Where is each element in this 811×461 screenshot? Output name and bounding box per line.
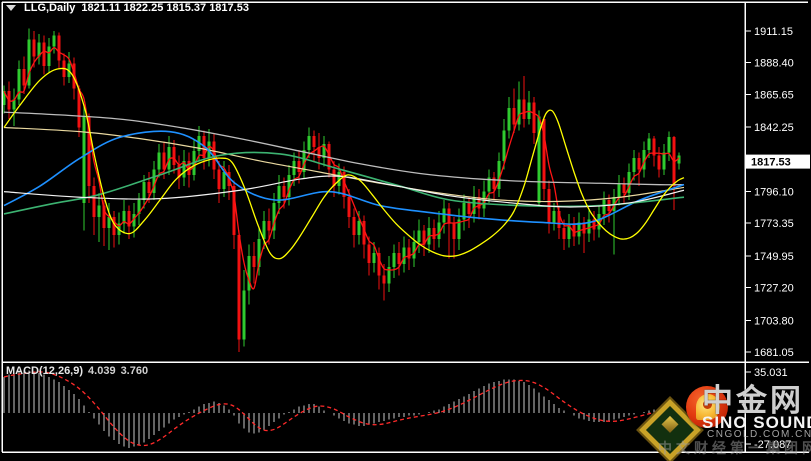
macd-main-value: 4.039 xyxy=(88,365,116,377)
ma-yellow xyxy=(3,67,685,260)
symbol-timeframe-label: LLG,Daily xyxy=(24,2,76,14)
svg-text:1817.53: 1817.53 xyxy=(751,157,791,169)
svg-text:1888.40: 1888.40 xyxy=(754,58,794,70)
macd-signal-value: 3.760 xyxy=(120,365,149,377)
macd-name: MACD(12,26,9) xyxy=(6,365,84,377)
svg-text:1681.05: 1681.05 xyxy=(754,347,794,359)
svg-text:35.031: 35.031 xyxy=(754,367,788,379)
ma-slow-gray xyxy=(3,111,685,186)
price-axis[interactable]: 1911.15 1888.40 1865.65 1842.25 1796.10 1773.… xyxy=(746,26,794,359)
macd-axis[interactable]: 35.031 -27.087 xyxy=(746,367,791,451)
ohlc-readout: 1821.11 1822.25 1815.37 1817.53 xyxy=(81,2,249,14)
svg-text:-27.087: -27.087 xyxy=(754,439,791,451)
svg-text:1749.95: 1749.95 xyxy=(754,251,794,263)
svg-text:1796.10: 1796.10 xyxy=(754,187,794,199)
macd-indicator-label: MACD(12,26,9) 4.039 3.760 xyxy=(6,365,148,377)
svg-text:1773.35: 1773.35 xyxy=(754,218,794,230)
svg-text:1727.20: 1727.20 xyxy=(754,283,794,295)
svg-text:1703.80: 1703.80 xyxy=(754,315,794,327)
macd-histogram-layer xyxy=(3,370,680,448)
ma-blue xyxy=(3,130,685,225)
svg-text:1865.65: 1865.65 xyxy=(754,89,794,101)
svg-text:1842.25: 1842.25 xyxy=(754,122,794,134)
chart-title: LLG,Daily 1821.11 1822.25 1815.37 1817.5… xyxy=(6,2,249,14)
symbol-dropdown-icon[interactable] xyxy=(6,5,16,11)
ma-white xyxy=(3,175,685,208)
ma-fast-red xyxy=(3,46,680,290)
current-price-tag: 1817.53 xyxy=(746,154,810,169)
svg-text:1911.15: 1911.15 xyxy=(754,26,793,38)
macd-signal-line xyxy=(3,371,680,447)
